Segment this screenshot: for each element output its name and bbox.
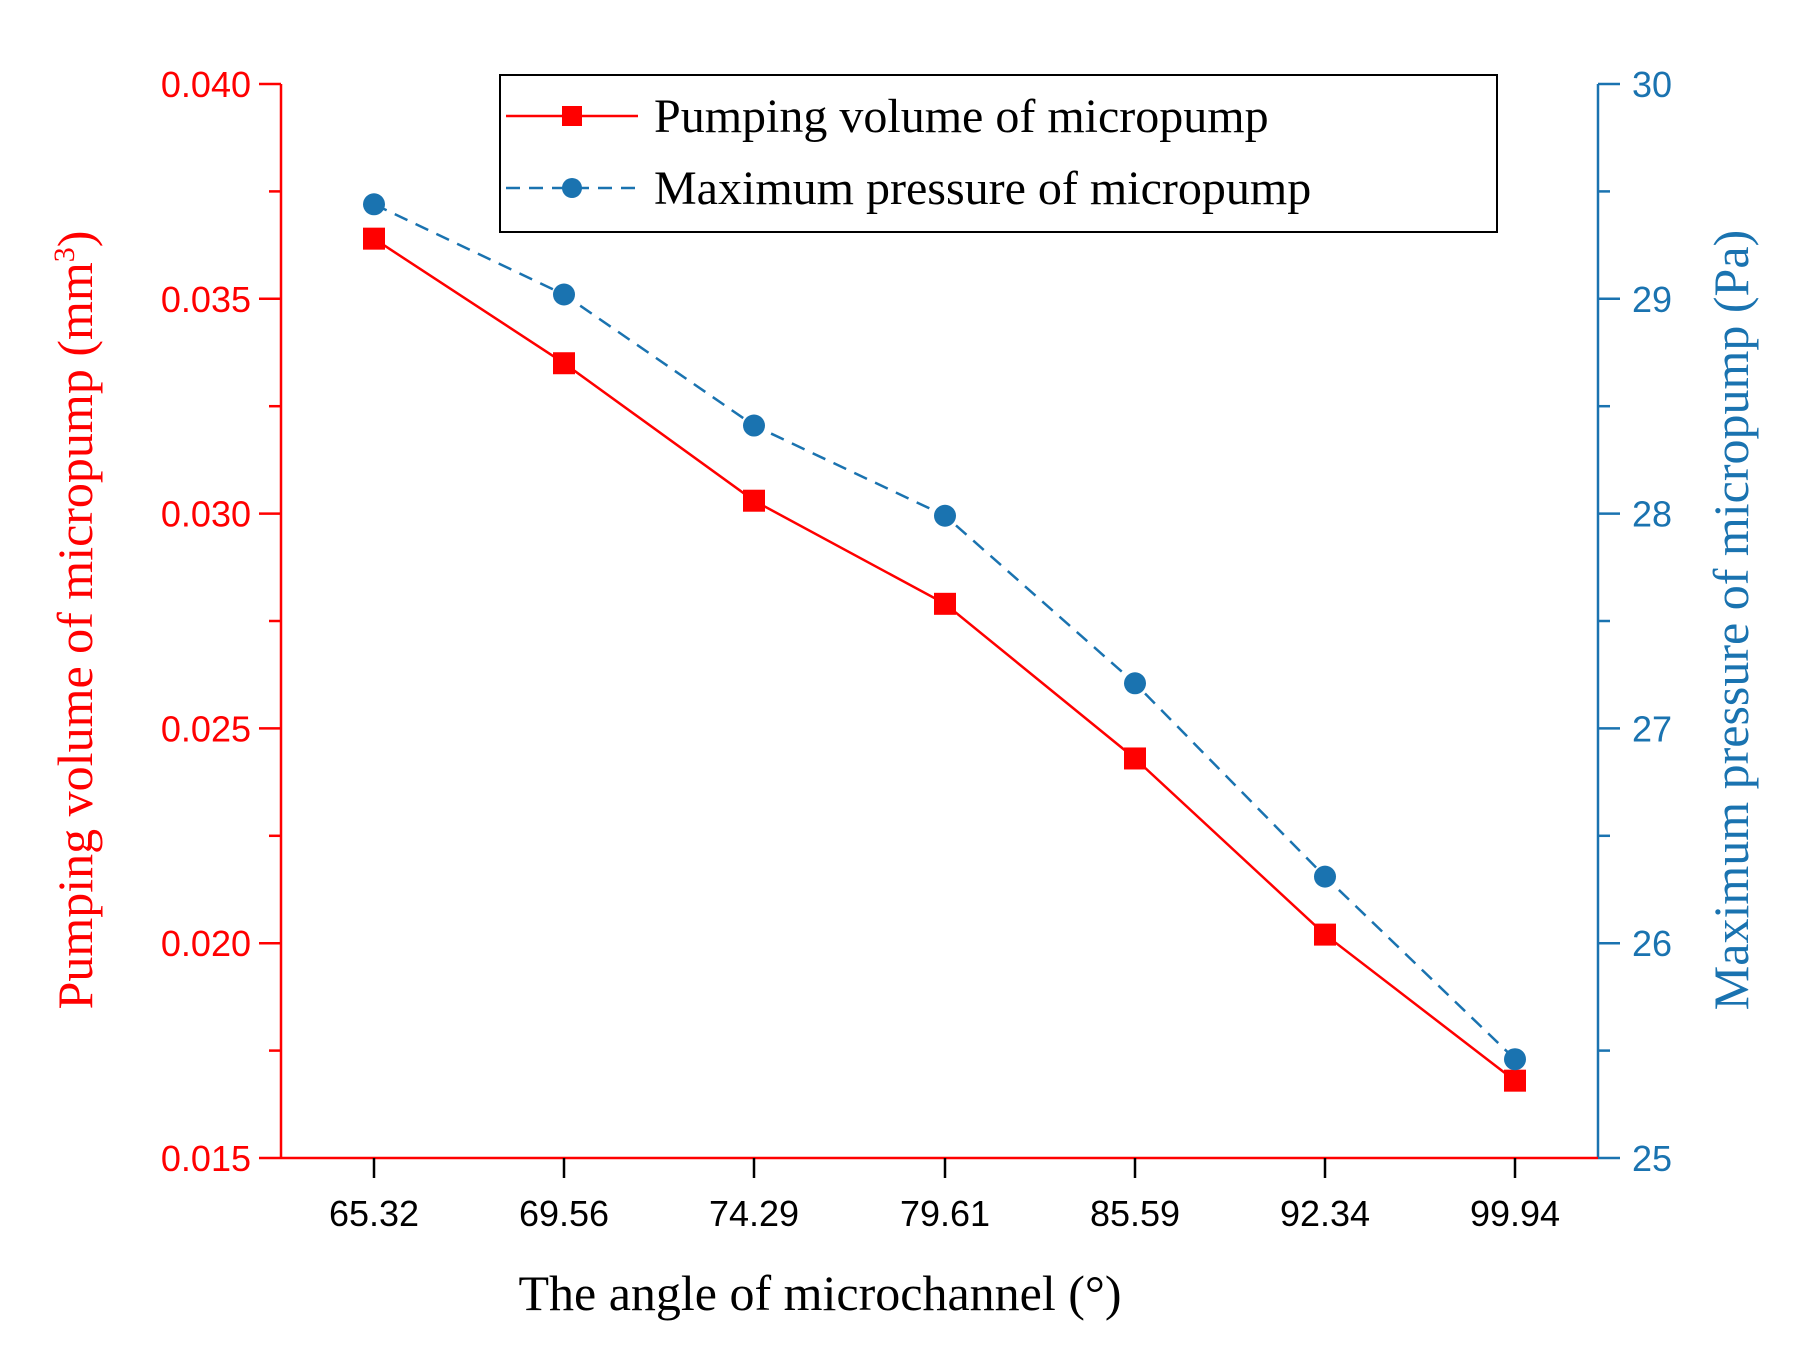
- right-tick-label: 29: [1632, 279, 1672, 320]
- right-y-axis: 25 26 27 28 29 30: [1598, 64, 1672, 1179]
- legend-label-pumping-volume: Pumping volume of micropump: [654, 90, 1269, 143]
- left-tick-label: 0.035: [161, 279, 251, 320]
- x-tick-label: 99.94: [1470, 1193, 1560, 1234]
- left-tick-label: 0.015: [161, 1138, 251, 1179]
- data-point-max-pressure: [363, 193, 385, 216]
- left-tick-label: 0.040: [161, 64, 251, 105]
- legend-marker-circle: [562, 178, 582, 198]
- x-tick-label: 74.29: [709, 1193, 799, 1234]
- series-layer: [363, 193, 1526, 1092]
- x-tick-label: 79.61: [900, 1193, 990, 1234]
- data-point-pumping-volume: [934, 592, 956, 615]
- data-point-pumping-volume: [1504, 1069, 1526, 1092]
- data-point-pumping-volume: [1314, 923, 1336, 946]
- x-tick-label: 92.34: [1280, 1193, 1370, 1234]
- data-point-max-pressure: [1314, 865, 1336, 888]
- x-tick-label: 65.32: [329, 1193, 419, 1234]
- data-point-pumping-volume: [553, 352, 575, 375]
- data-point-max-pressure: [553, 283, 575, 306]
- right-tick-label: 28: [1632, 494, 1672, 535]
- x-axis-title: The angle of microchannel (°): [518, 1265, 1121, 1321]
- left-tick-label: 0.020: [161, 923, 251, 964]
- data-point-pumping-volume: [1124, 747, 1146, 770]
- x-tick-label: 85.59: [1090, 1193, 1180, 1234]
- data-point-max-pressure: [1124, 672, 1146, 695]
- x-tick-label: 69.56: [519, 1193, 609, 1234]
- right-tick-label: 25: [1632, 1138, 1672, 1179]
- right-y-axis-title: Maximum pressure of micropump (Pa): [1703, 230, 1759, 1010]
- legend-box: [499, 74, 1498, 233]
- legend-label-max-pressure: Maximum pressure of micropump: [654, 162, 1311, 215]
- left-tick-label: 0.025: [161, 708, 251, 749]
- left-tick-label: 0.030: [161, 494, 251, 535]
- left-y-axis: 0.015 0.020 0.025 0.030 0.035 0.040: [161, 64, 281, 1179]
- right-tick-label: 26: [1632, 923, 1672, 964]
- right-tick-label: 27: [1632, 708, 1672, 749]
- right-tick-label: 30: [1632, 64, 1672, 105]
- data-point-pumping-volume: [743, 489, 765, 512]
- data-point-pumping-volume: [363, 227, 385, 250]
- left-y-axis-title: Pumping volume of micropump (mm3): [47, 231, 103, 1010]
- plot-frame: [279, 84, 1600, 1160]
- series-line-pumping-volume: [373, 237, 1516, 1082]
- legend: Pumping volume of micropump Maximum pres…: [499, 74, 1498, 233]
- data-point-max-pressure: [934, 504, 956, 527]
- legend-marker-square: [562, 106, 582, 126]
- series-line-max-pressure: [373, 203, 1516, 1061]
- data-point-max-pressure: [743, 414, 765, 437]
- x-axis: 65.32 69.56 74.29 79.61 85.59 92.34 99.94: [329, 1158, 1560, 1234]
- data-point-max-pressure: [1504, 1048, 1526, 1071]
